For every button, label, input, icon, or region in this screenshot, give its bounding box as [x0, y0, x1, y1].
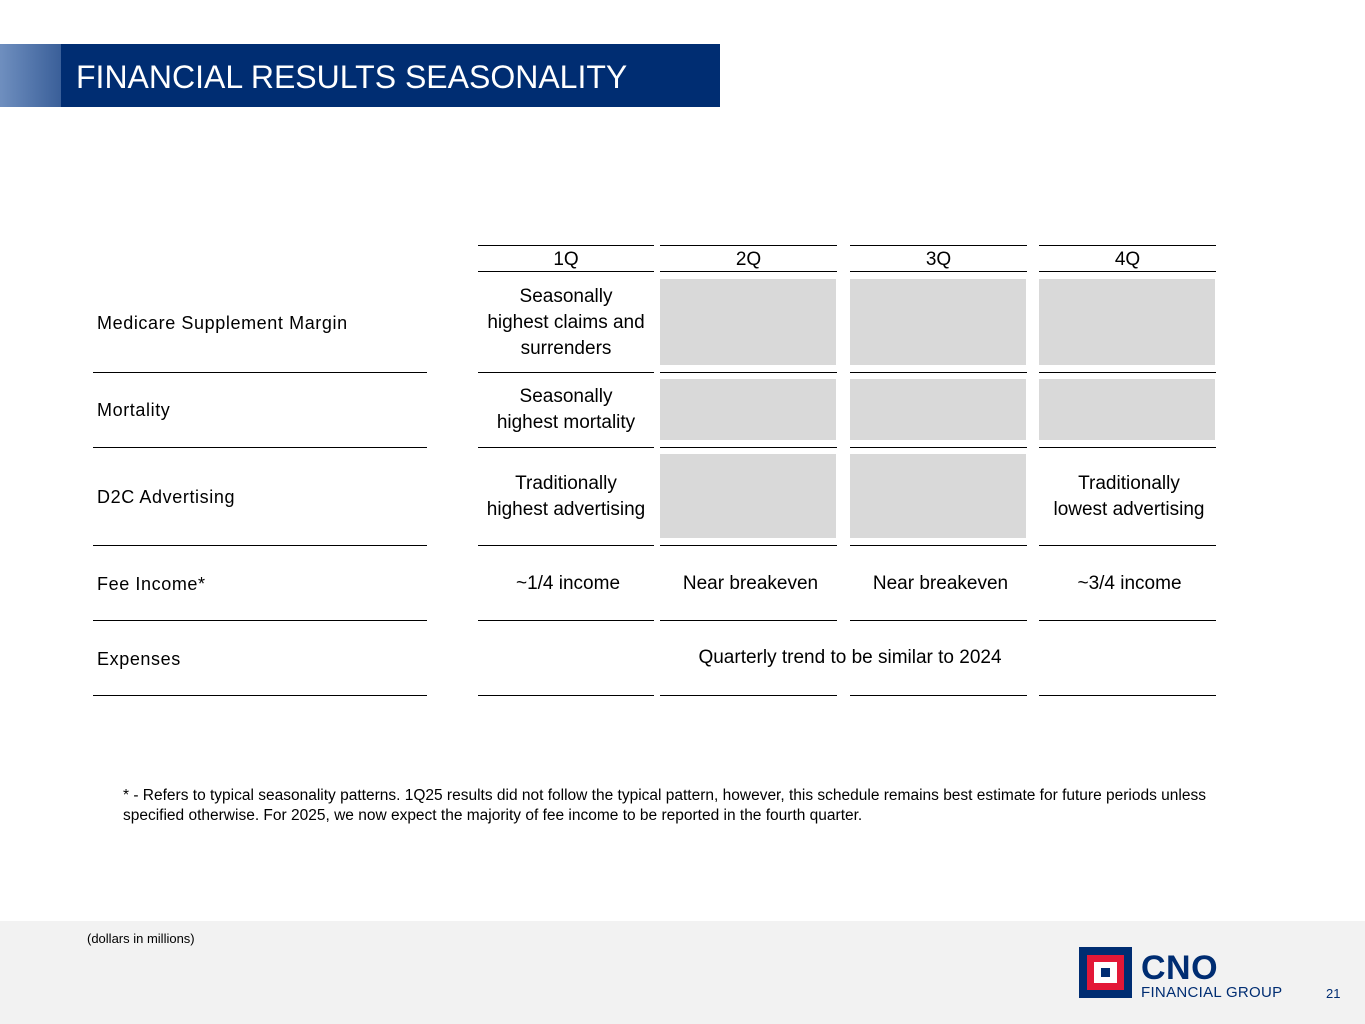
row-divider — [660, 545, 837, 546]
header-top-rule — [850, 245, 1027, 246]
header-bottom-rule — [660, 271, 837, 272]
row-divider — [478, 695, 654, 696]
row-divider — [478, 372, 654, 373]
cell-fee-1q: ~1/4 income — [515, 573, 621, 594]
row-divider — [1039, 695, 1216, 696]
cell-fee-3q: Near breakeven — [872, 573, 1009, 594]
row-divider — [660, 695, 837, 696]
shaded-cell — [850, 279, 1026, 365]
row-divider — [850, 545, 1027, 546]
row-divider — [1039, 620, 1216, 621]
header-bottom-rule — [478, 271, 654, 272]
row-divider — [1039, 372, 1216, 373]
row-label-mortality: Mortality — [97, 400, 171, 420]
header-top-rule — [478, 245, 654, 246]
cell-medicare-1q: Seasonally highest claims and surrenders — [487, 286, 645, 359]
row-label-d2c: D2C Advertising — [97, 487, 236, 507]
row-divider — [93, 620, 427, 621]
cell-fee-4q: ~3/4 income — [1077, 573, 1182, 594]
row-divider — [850, 695, 1027, 696]
row-divider — [850, 372, 1027, 373]
logo-wordmark: CNO — [1141, 949, 1219, 987]
shaded-cell — [1039, 379, 1215, 440]
row-divider — [850, 620, 1027, 621]
row-divider — [1039, 545, 1216, 546]
page-number: 21 — [1326, 986, 1341, 1001]
row-divider — [93, 695, 427, 696]
cell-expenses-span: Quarterly trend to be similar to 2024 — [698, 647, 1002, 668]
shaded-cell — [660, 279, 836, 365]
row-divider — [478, 545, 654, 546]
row-divider — [478, 447, 654, 448]
row-divider — [478, 620, 654, 621]
logo-subtitle: FINANCIAL GROUP — [1141, 984, 1283, 1001]
cell-d2c-1q: Traditionally highest advertising — [486, 473, 646, 520]
row-divider — [660, 372, 837, 373]
shaded-cell — [660, 379, 836, 440]
footnote: * - Refers to typical seasonality patter… — [123, 787, 1206, 824]
header-bottom-rule — [1039, 271, 1216, 272]
header-bottom-rule — [850, 271, 1027, 272]
shaded-cell — [850, 379, 1026, 440]
row-divider — [93, 447, 427, 448]
row-label-expenses: Expenses — [97, 649, 181, 669]
row-divider — [93, 372, 427, 373]
row-divider — [1039, 447, 1216, 448]
footer — [0, 921, 1365, 1024]
row-divider — [850, 447, 1027, 448]
row-label-medicare: Medicare Supplement Margin — [97, 313, 348, 333]
quarter-header-1q: 1Q — [553, 249, 579, 270]
quarter-header-3q: 3Q — [925, 249, 952, 270]
cno-logo-icon — [1079, 947, 1132, 998]
quarter-header-2q: 2Q — [735, 249, 762, 270]
row-divider — [93, 545, 427, 546]
units-note: (dollars in millions) — [87, 931, 195, 946]
title-banner — [61, 44, 720, 107]
page-title: FINANCIAL RESULTS SEASONALITY — [76, 59, 628, 95]
cell-mortality-1q: Seasonally highest mortality — [496, 386, 636, 433]
title-banner-accent — [0, 44, 61, 107]
row-divider — [660, 447, 837, 448]
cell-fee-2q: Near breakeven — [682, 573, 819, 594]
shaded-cell — [1039, 279, 1215, 365]
shaded-cell — [850, 454, 1026, 538]
quarter-header-4q: 4Q — [1114, 249, 1141, 270]
row-divider — [660, 620, 837, 621]
header-top-rule — [660, 245, 837, 246]
cell-d2c-4q: Traditionally lowest advertising — [1053, 473, 1205, 520]
row-label-fee-income: Fee Income* — [97, 574, 206, 594]
shaded-cell — [660, 454, 836, 538]
header-top-rule — [1039, 245, 1216, 246]
